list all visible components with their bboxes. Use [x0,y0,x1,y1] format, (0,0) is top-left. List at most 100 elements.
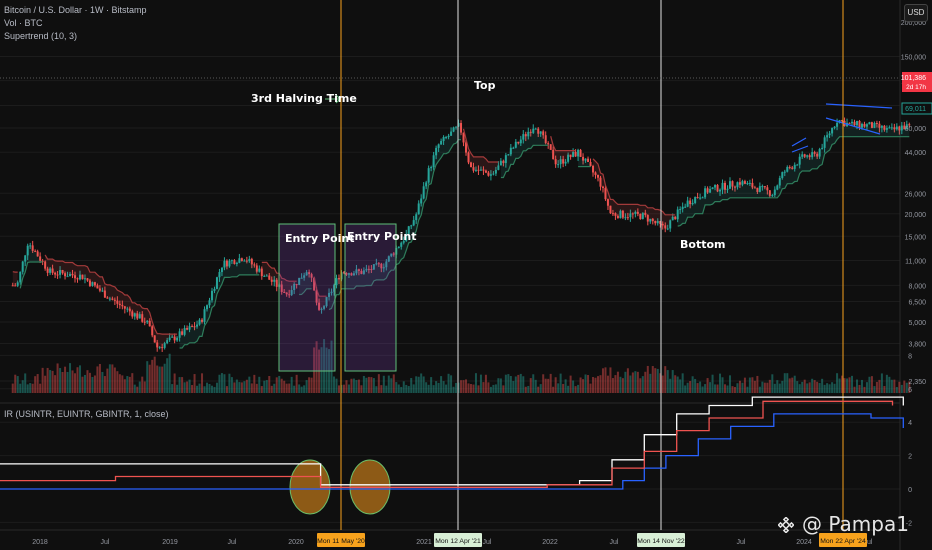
volume-bar [900,384,903,393]
volume-bar [445,384,448,393]
candle-body [66,276,69,278]
candle-body [626,217,629,219]
candle-body [432,155,435,168]
volume-bar [609,367,612,393]
volume-bar [843,378,846,393]
candle-body [370,269,373,271]
volume-bar [382,375,385,393]
candle-body [524,134,527,137]
candle-body [325,296,328,307]
volume-bar [841,375,844,393]
candle-body [504,155,507,164]
volume-bar [51,370,54,393]
volume-bar [599,375,602,393]
volume-bar [59,368,62,393]
volume-bar [833,383,836,393]
volume-bar [457,382,460,393]
candle-body [865,124,868,127]
volume-bar [522,376,525,393]
currency-button[interactable]: USD [904,4,928,22]
candle-body [407,226,410,234]
volume-bar [178,377,181,393]
symbol-legend[interactable]: Bitcoin / U.S. Dollar · 1W · Bitstamp [4,5,147,15]
volume-bar [108,364,111,393]
candle-body [208,300,211,306]
candle-body [357,269,360,271]
volume-bar [412,384,415,393]
ir-indicator-legend[interactable]: IR (USINTR, EUINTR, GBINTR, 1, close) [4,409,169,419]
volume-bar [509,375,512,393]
candle-body [168,337,171,341]
grid [0,0,901,550]
candle-body [639,213,642,219]
flag-line-1 [791,137,807,147]
candle-body [255,265,258,272]
time-tick-label: 2022 [542,539,558,546]
candle-body [86,278,89,281]
volume-bar [91,376,94,393]
candle-body [435,147,438,156]
price-tick-label: 60,000 [905,126,927,133]
candle-body [748,182,751,184]
candle-body [333,285,336,292]
price-tick-label: 11,000 [905,258,926,265]
candle-body [569,154,572,157]
volume-bar [547,378,550,393]
candle-body [868,122,871,125]
volume-bar [186,381,189,393]
volume-bar [93,375,96,393]
price-tick-label: 2,350 [908,379,926,386]
ir-tick-label: 2 [908,454,912,461]
flag-line-2 [791,145,809,153]
watermark-text: @ Pampa1 [802,512,909,536]
candle-body [701,197,704,199]
candle-body [74,275,77,279]
volume-bar [691,376,694,393]
candle-body [763,186,766,188]
volume-bar [275,377,278,393]
volume-bar [98,363,101,393]
candle-body [542,131,545,136]
candle-body [788,167,791,169]
candle-body [377,263,380,265]
candle-body [699,197,702,199]
volume-bar [113,367,116,393]
entry-point-1-label: Entry Point [285,232,355,245]
candle-body [577,149,580,157]
candle-body [806,155,809,157]
candle-body [489,174,492,176]
volume-bar [392,374,395,393]
candle-body [728,181,731,189]
candle-body [584,158,587,161]
volume-legend[interactable]: Vol · BTC [4,18,43,28]
candle-body [878,123,881,128]
candle-body [522,134,525,140]
supertrend-line [500,144,549,179]
volume-bar [616,371,619,393]
volume-bar [215,382,218,393]
candle-body [153,335,156,343]
candle-body [295,283,298,285]
volume-bar [377,374,380,393]
volume-bar [719,373,722,393]
supertrend-legend[interactable]: Supertrend (10, 3) [4,31,78,41]
candle-body [213,288,216,291]
candle-body [803,154,806,157]
candle-body [549,144,552,150]
supertrend-fill [677,120,910,227]
candle-body [315,290,318,303]
candle-body [181,331,184,335]
volume-bar [375,386,378,393]
candle-body [193,326,196,328]
volume-bar [472,384,475,393]
volume-bar [11,383,14,393]
candle-body [293,283,296,291]
volume-bar [559,373,562,393]
volume-bar [176,384,179,393]
candle-body [131,311,134,317]
volume-bar [173,373,176,393]
volume-bar [604,367,607,393]
volume-bar [898,381,901,393]
volume-bar [196,385,199,393]
candle-body [460,123,463,133]
